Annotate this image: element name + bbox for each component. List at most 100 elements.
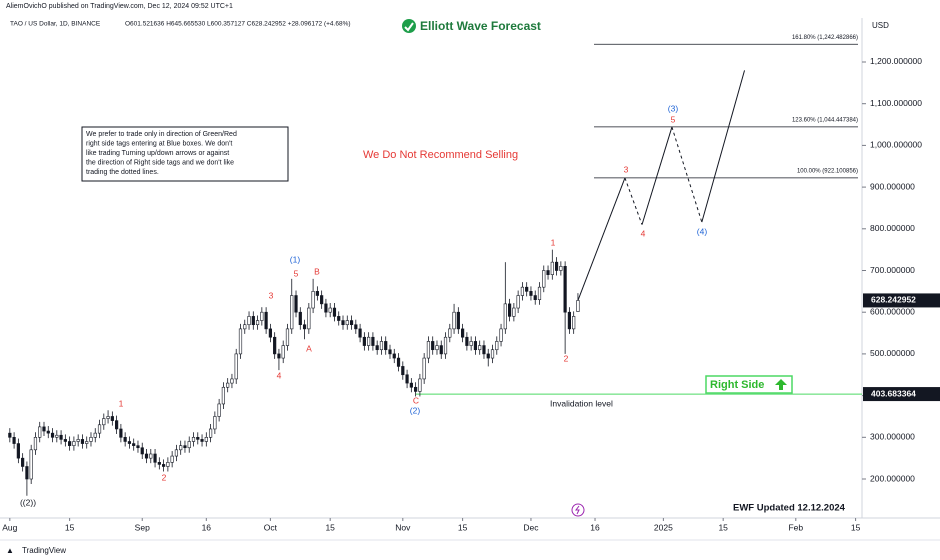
candle-body [559, 266, 563, 271]
candle-body [328, 307, 332, 313]
invalidation-price: 403.683364 [871, 388, 916, 398]
candle-body [166, 462, 170, 467]
candle-body [25, 466, 29, 480]
candle-body [8, 432, 12, 438]
wave-label: 3 [624, 164, 629, 174]
candle-body [115, 420, 119, 430]
wave-label: (4) [697, 226, 708, 236]
right-side-label: Right Side [710, 379, 764, 391]
candle-body [362, 336, 366, 346]
candle-body [499, 328, 503, 342]
candle-body [119, 428, 123, 438]
candle-body [537, 286, 542, 300]
candle-body [264, 311, 268, 330]
wave-label: 5 [294, 268, 299, 278]
y-tick-label: 300.000000 [870, 432, 915, 442]
candle-body [554, 261, 559, 271]
candle-body [290, 295, 294, 330]
logo-check [404, 22, 414, 32]
candle-body [132, 443, 136, 446]
candle-body [486, 353, 490, 359]
candle-body [93, 432, 97, 438]
candle-body [439, 345, 443, 355]
wave-label: 2 [564, 353, 569, 363]
note-box [81, 126, 289, 182]
header: AliemOvichO published on TradingView.com… [6, 3, 233, 10]
price-box [863, 293, 940, 308]
note-line: trading the dotted lines. [86, 169, 159, 176]
y-tick-label: 900.000000 [870, 181, 915, 191]
candle-body [251, 316, 255, 326]
wave-label: 1 [119, 398, 124, 408]
y-tick-label: 500.000000 [870, 348, 915, 358]
candle-body [226, 382, 230, 388]
candle-body [324, 303, 328, 313]
logo-icon [402, 19, 416, 33]
wave-label: B [314, 266, 320, 276]
symbol: TAO / US Dollar, 1D, BINANCE [10, 21, 101, 28]
candle-body [414, 386, 418, 392]
candle-body [307, 307, 311, 330]
wave-label: (1) [290, 254, 301, 264]
candle-body [140, 447, 144, 455]
candle-body [89, 437, 93, 442]
candle-body [469, 341, 473, 346]
candle-body [136, 445, 140, 449]
candle-body [298, 311, 302, 326]
y-tick-label: 700.000000 [870, 265, 915, 275]
candle-body [341, 320, 345, 326]
candle-body [435, 345, 439, 351]
candle-body [503, 303, 507, 330]
event-bolt [575, 505, 580, 515]
y-tick-label: 1,000.000000 [870, 140, 922, 150]
candle-body [268, 328, 272, 338]
candle-body [337, 316, 341, 321]
candle-body [482, 345, 486, 355]
candle-body [179, 445, 183, 451]
candle-body [127, 441, 132, 444]
candle-body [162, 464, 166, 467]
headline: We Do Not Recommend Selling [363, 149, 518, 161]
candle-body [367, 336, 371, 346]
note-line: like trading Turning up/down arrows or a… [86, 150, 229, 157]
candle-body [106, 416, 110, 419]
candle-body [388, 349, 392, 355]
ohlc: O601.521636 H645.665530 L600.357127 C628… [125, 21, 351, 28]
candle-body [405, 374, 409, 384]
candle-body [170, 455, 174, 463]
fib-label: 100.00% (922.100856) [797, 168, 858, 174]
candle-body [277, 353, 281, 359]
candle-body [320, 295, 324, 305]
candle-body [409, 382, 413, 388]
candle-body [294, 295, 298, 313]
candle-body [576, 300, 580, 312]
candle-body [76, 439, 80, 442]
candle-body [426, 341, 431, 359]
candle-body [63, 439, 67, 442]
candle-body [243, 324, 247, 330]
candle-body [375, 345, 379, 351]
x-tick-label: Oct [264, 522, 278, 532]
wave-label: ((2)) [20, 497, 36, 507]
wave-label: 4 [641, 228, 646, 238]
x-tick-label: Nov [395, 522, 411, 532]
wave-label: 4 [277, 370, 282, 380]
fib-label: 123.60% (1,044.447384) [792, 117, 858, 123]
candle-body [55, 434, 59, 438]
invalidation-text: Invalidation level [550, 398, 613, 408]
candle-body [123, 437, 127, 442]
candle-body [234, 353, 238, 380]
wave-label: 5 [671, 114, 676, 124]
logo: Elliott Wave Forecast [420, 19, 541, 33]
candle-body [59, 434, 63, 440]
candle-body [16, 443, 20, 459]
candle-body [153, 453, 157, 463]
currency: USD [872, 21, 889, 30]
candle-body [281, 345, 285, 359]
candle-body [29, 449, 33, 480]
invalidation-price-box [863, 387, 940, 402]
candle-body [247, 316, 251, 326]
candle-body [332, 307, 337, 317]
candle-body [358, 328, 362, 338]
